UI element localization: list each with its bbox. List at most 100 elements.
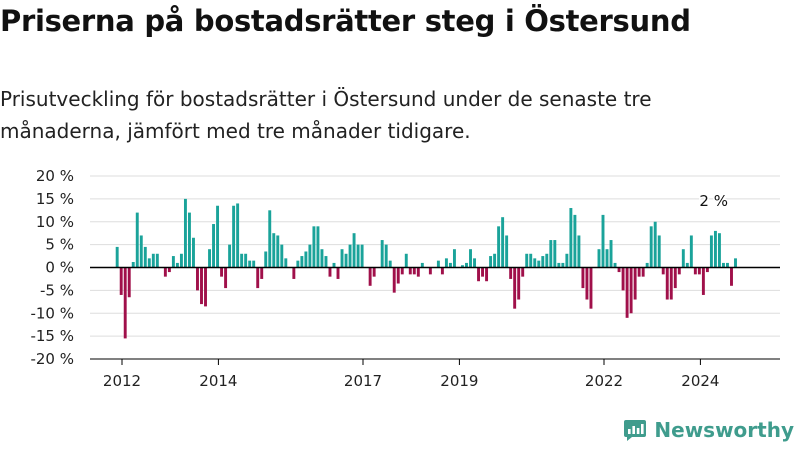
bar — [613, 262, 617, 268]
bar — [412, 267, 416, 275]
bar — [601, 214, 605, 268]
bar — [183, 198, 187, 268]
x-tick-label: 2024 — [681, 372, 719, 390]
bar — [332, 262, 336, 268]
bar — [404, 253, 408, 268]
bar — [525, 253, 529, 268]
bar — [216, 205, 220, 268]
bar — [344, 253, 348, 268]
bar — [444, 258, 448, 268]
bar — [465, 262, 468, 268]
bar — [473, 258, 476, 268]
bar — [493, 253, 497, 268]
bar — [147, 258, 151, 268]
bar — [497, 226, 501, 268]
bar — [481, 267, 485, 277]
bar — [577, 235, 581, 268]
bar — [734, 258, 737, 268]
x-tick-label: 2017 — [344, 372, 382, 390]
y-tick-label: 5 % — [45, 236, 74, 254]
bar — [264, 251, 268, 268]
bar — [155, 253, 159, 268]
bar — [268, 210, 272, 268]
bar — [284, 258, 288, 268]
value-annotation: 2 % — [699, 192, 728, 210]
bar — [689, 235, 693, 268]
bar — [657, 235, 661, 268]
y-tick-label: -10 % — [30, 304, 74, 322]
bar — [485, 267, 489, 282]
chart-subtitle: Prisutveckling för bostadsrätter i Öster… — [0, 87, 652, 143]
bar — [645, 262, 649, 268]
bar — [661, 267, 665, 275]
bar — [272, 233, 276, 268]
bar — [730, 267, 733, 286]
y-tick-label: 15 % — [36, 190, 74, 208]
bar — [320, 249, 324, 268]
bar — [348, 244, 352, 268]
bar — [139, 235, 143, 268]
bar — [489, 256, 493, 268]
bar — [717, 233, 721, 268]
x-tick-label: 2022 — [585, 372, 623, 390]
bar — [420, 262, 424, 268]
y-tick-label: 20 % — [36, 167, 74, 185]
bar — [115, 246, 119, 268]
bar — [477, 267, 480, 282]
bar — [545, 253, 549, 268]
bar — [529, 253, 533, 268]
bar — [340, 249, 344, 268]
y-tick-label: 10 % — [36, 213, 74, 231]
x-tick-label: 2012 — [103, 372, 141, 390]
bar — [633, 267, 637, 300]
bar — [681, 249, 685, 268]
bar — [204, 267, 207, 307]
bar — [171, 256, 175, 268]
y-tick-label: 0 % — [45, 259, 74, 277]
bar — [276, 235, 280, 268]
bar — [143, 246, 147, 268]
bar — [726, 262, 729, 268]
bar — [372, 267, 376, 277]
bar — [384, 244, 388, 268]
bar — [621, 267, 625, 291]
bar — [127, 267, 131, 298]
bar — [452, 249, 456, 268]
bar — [440, 267, 444, 275]
bar — [469, 249, 472, 268]
bar — [212, 224, 215, 268]
bar — [308, 244, 312, 268]
bar — [408, 267, 412, 275]
bar — [228, 244, 232, 268]
bar — [163, 267, 167, 277]
bar — [649, 226, 653, 268]
bar — [673, 267, 677, 289]
bar — [561, 262, 565, 268]
y-tick-label: -20 % — [30, 350, 74, 368]
bar — [280, 244, 284, 268]
bar — [151, 253, 155, 268]
bar — [533, 258, 537, 268]
bar — [581, 267, 585, 289]
bar — [123, 267, 127, 339]
bar — [697, 267, 701, 275]
bar — [713, 230, 717, 268]
bar — [296, 260, 300, 268]
bar — [352, 233, 356, 268]
bar — [436, 260, 440, 268]
bar — [400, 267, 404, 275]
bar — [685, 262, 689, 268]
bar — [709, 235, 713, 268]
brand: Newsworthy — [623, 418, 794, 442]
bar — [336, 267, 340, 279]
x-tick-label: 2014 — [199, 372, 237, 390]
bar — [208, 249, 211, 268]
newsworthy-logo-icon — [624, 420, 647, 441]
bar — [252, 260, 256, 268]
bar — [517, 267, 521, 300]
bar — [693, 267, 697, 275]
y-tick-label: -5 % — [40, 281, 74, 299]
bar — [521, 267, 525, 277]
bar — [300, 256, 304, 268]
chart-title: Priserna på bostadsrätter steg i Östersu… — [0, 4, 691, 38]
